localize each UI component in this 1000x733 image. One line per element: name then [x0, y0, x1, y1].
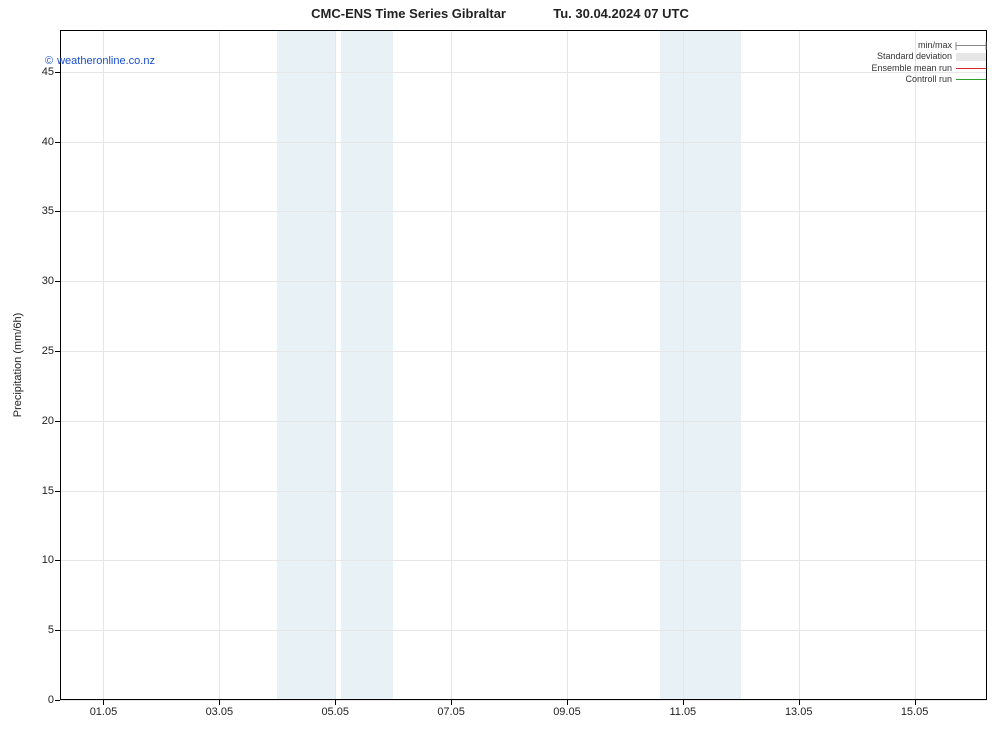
- gridline-horizontal: [60, 491, 987, 492]
- gridline-vertical: [451, 30, 452, 700]
- watermark: © weatheronline.co.nz: [45, 55, 155, 67]
- plot-area: 05101520253035404501.0503.0505.0507.0509…: [60, 30, 987, 700]
- gridline-vertical: [219, 30, 220, 700]
- gridline-horizontal: [60, 211, 987, 212]
- legend-item: Controll run: [871, 74, 986, 85]
- shaded-band: [277, 30, 335, 700]
- x-tick-mark: [335, 700, 336, 705]
- title-bar: CMC-ENS Time Series Gibraltar Tu. 30.04.…: [0, 6, 1000, 21]
- legend-swatch: [956, 45, 986, 46]
- chart-title-left: CMC-ENS Time Series Gibraltar: [311, 6, 506, 21]
- axis-line-bottom: [60, 699, 987, 700]
- legend-item: Ensemble mean run: [871, 63, 986, 74]
- legend-label: Standard deviation: [877, 51, 952, 62]
- legend-swatch: [956, 79, 986, 80]
- gridline-horizontal: [60, 72, 987, 73]
- legend-item: min/max: [871, 40, 986, 51]
- x-tick-mark: [103, 700, 104, 705]
- watermark-text: weatheronline.co.nz: [57, 55, 155, 67]
- legend-swatch: [956, 53, 986, 61]
- gridline-vertical: [103, 30, 104, 700]
- gridline-horizontal: [60, 421, 987, 422]
- shaded-band: [341, 30, 393, 700]
- gridline-vertical: [567, 30, 568, 700]
- legend: min/maxStandard deviationEnsemble mean r…: [871, 40, 986, 85]
- x-tick-mark: [451, 700, 452, 705]
- shaded-band: [660, 30, 741, 700]
- x-tick-mark: [683, 700, 684, 705]
- gridline-vertical: [335, 30, 336, 700]
- legend-label: Ensemble mean run: [871, 63, 952, 74]
- gridline-horizontal: [60, 700, 987, 701]
- gridline-vertical: [683, 30, 684, 700]
- gridline-horizontal: [60, 142, 987, 143]
- axis-line-top: [60, 30, 987, 31]
- gridline-horizontal: [60, 281, 987, 282]
- gridline-vertical: [799, 30, 800, 700]
- gridline-horizontal: [60, 351, 987, 352]
- y-axis-label: Precipitation (mm/6h): [12, 313, 24, 418]
- chart-container: CMC-ENS Time Series Gibraltar Tu. 30.04.…: [0, 0, 1000, 733]
- legend-label: min/max: [918, 40, 952, 51]
- gridline-horizontal: [60, 560, 987, 561]
- x-tick-mark: [915, 700, 916, 705]
- gridline-horizontal: [60, 630, 987, 631]
- gridline-vertical: [915, 30, 916, 700]
- y-tick-mark: [55, 700, 60, 701]
- legend-swatch: [956, 68, 986, 69]
- axis-line-left: [60, 30, 61, 700]
- legend-label: Controll run: [905, 74, 952, 85]
- x-tick-mark: [567, 700, 568, 705]
- copyright-icon: ©: [45, 55, 53, 67]
- legend-item: Standard deviation: [871, 51, 986, 62]
- chart-title-right: Tu. 30.04.2024 07 UTC: [553, 6, 689, 21]
- x-tick-mark: [799, 700, 800, 705]
- x-tick-mark: [219, 700, 220, 705]
- axis-line-right: [986, 30, 987, 700]
